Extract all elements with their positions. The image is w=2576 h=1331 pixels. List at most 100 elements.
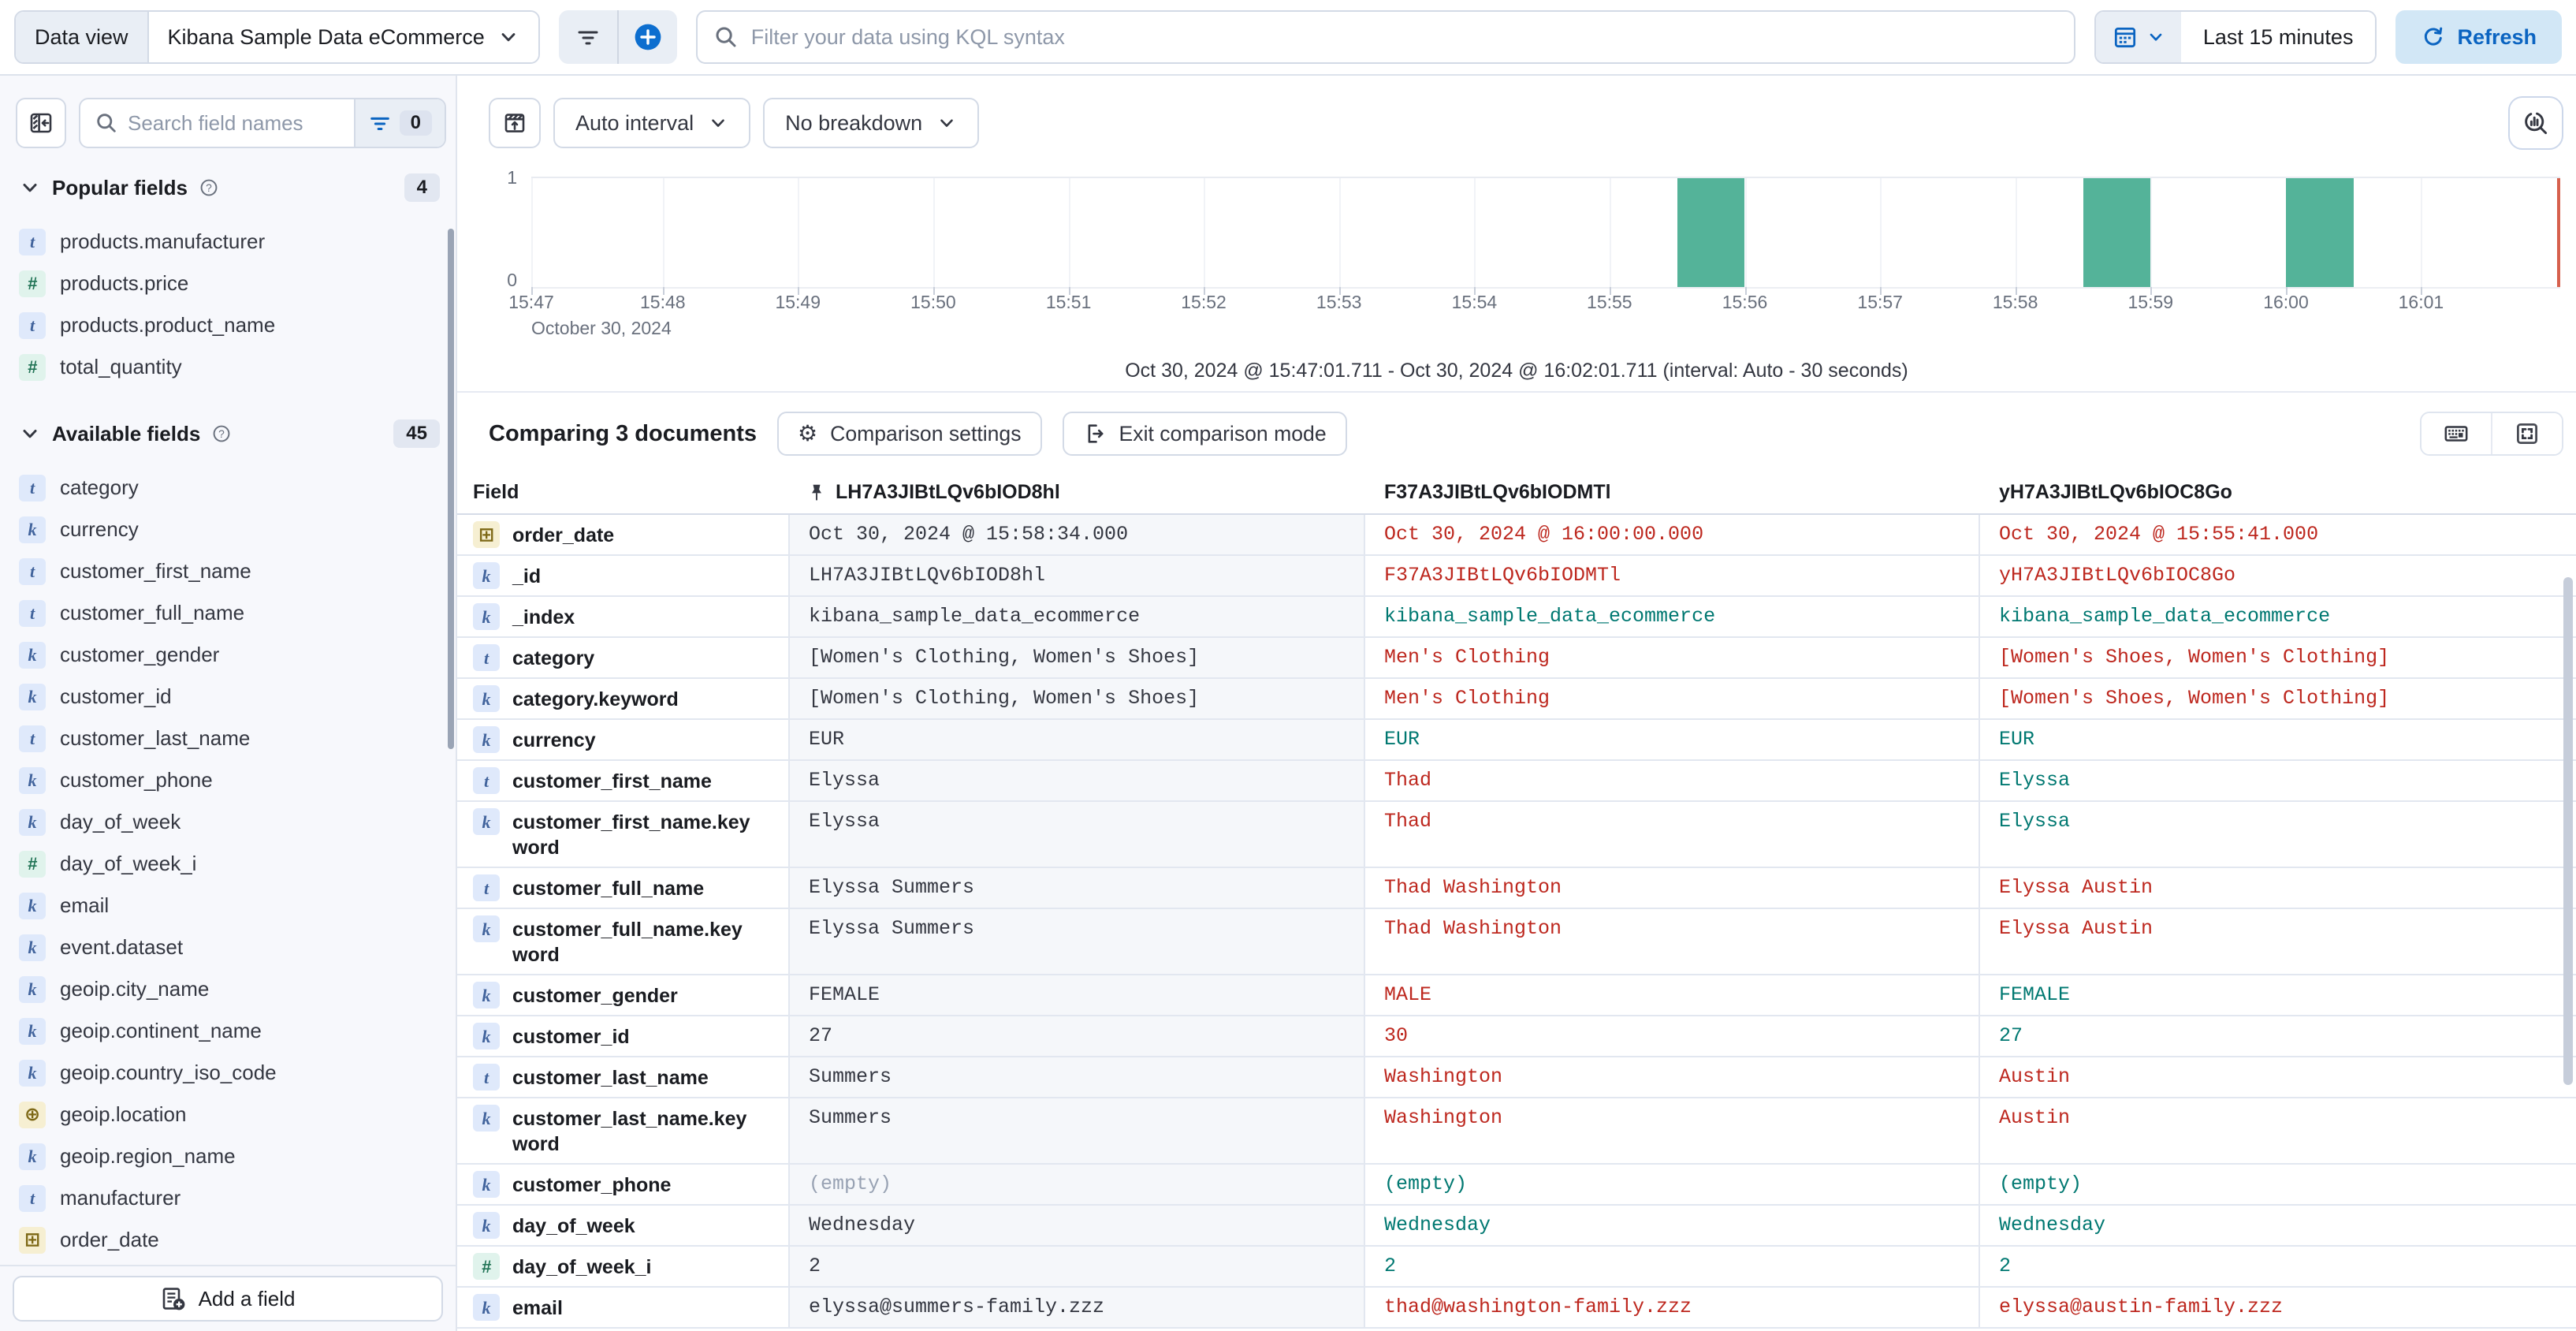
table-scrollbar[interactable] [2563,577,2573,1085]
x-axis-tickmark [2421,287,2423,295]
field-name: customer_full_name [60,601,245,624]
histogram-bar[interactable] [1677,178,1745,287]
sidebar-field-item[interactable]: t category [0,467,456,509]
comparison-settings-button[interactable]: ⚙ Comparison settings [777,412,1042,456]
pinned-doc-column-header[interactable]: LH7A3JIBtLQv6bIOD8hl [788,472,1365,513]
doc-column-header[interactable]: yH7A3JIBtLQv6bIOC8Go [1999,481,2232,503]
chevron-down-icon [19,423,41,445]
comparison-value-match: Wednesday [1365,1206,1980,1245]
svg-text:?: ? [206,181,212,194]
histogram-bar[interactable] [2083,178,2151,287]
table-row: # day_of_week_i 2 2 2 [457,1247,2576,1288]
interval-select[interactable]: Auto interval [553,98,751,148]
hide-chart-button[interactable] [489,98,541,148]
field-name: _id [512,565,542,587]
field-type-t-badge: t [473,644,500,671]
discover-main: Auto interval No breakdown 1 0 15:47 15:4… [457,76,2576,1331]
calendar-menu-button[interactable] [2095,12,2181,62]
field-filter-count-badge: 0 [399,110,432,136]
data-view-picker[interactable]: Data view Kibana Sample Data eCommerce [14,10,540,64]
exit-comparison-button[interactable]: Exit comparison mode [1062,412,1347,456]
hide-chart-icon [502,110,527,136]
sidebar-field-item[interactable]: t customer_full_name [0,592,456,634]
kql-query-bar[interactable] [695,10,2075,64]
field-name: day_of_week_i [512,1256,652,1278]
field-type-num-badge: # [19,850,46,878]
field-name: day_of_week [512,1215,635,1237]
add-field-label: Add a field [198,1286,296,1310]
field-filters[interactable]: 0 [353,99,445,147]
question-icon: ? [199,177,219,198]
edit-visualization-button[interactable] [2508,96,2563,150]
table-row: k customer_full_name.keyword Elyssa Summer… [457,909,2576,975]
comparison-value-diff: yH7A3JIBtLQv6bIOC8Go [1999,564,2236,587]
comparison-value-diff: Thad [1365,761,1980,800]
collapse-sidebar-button[interactable] [16,98,66,148]
comparison-value-diff: Elyssa Austin [1999,876,2153,899]
sidebar-field-item[interactable]: # day_of_week_i [0,843,456,885]
popular-fields-header[interactable]: Popular fields ? 4 [19,173,440,202]
sidebar-field-item[interactable]: k day_of_week [0,801,456,843]
histogram-plot-area[interactable]: 15:47 15:48 15:49 15:50 15:51 15:52 15:53 15:54… [508,177,2560,312]
sidebar-field-item[interactable]: t products.product_name [0,304,456,346]
add-filter-button[interactable] [619,10,677,64]
sidebar-field-item[interactable]: k geoip.city_name [0,968,456,1010]
sidebar-field-item[interactable]: t customer_last_name [0,718,456,759]
comparison-value-match: EUR [1365,720,1980,759]
time-range-value[interactable]: Last 15 minutes [2180,12,2376,62]
sidebar-field-item[interactable]: ⊕ geoip.location [0,1094,456,1135]
sidebar-field-item[interactable]: t products.manufacturer [0,221,456,263]
sidebar-field-item[interactable]: k customer_phone [0,759,456,801]
comparison-table-body: ⊞ order_date Oct 30, 2024 @ 15:58:34.000 Oc… [457,515,2576,1329]
filter-icon[interactable] [559,10,617,64]
sidebar-scrollbar[interactable] [448,229,454,749]
histogram-chart[interactable]: 1 0 15:47 15:48 15:49 15:50 15:51 15:52 15:53 1… [457,148,2576,338]
field-name: currency [60,517,139,541]
field-name: customer_full_name.keyword [512,919,743,966]
comparison-value-match: kibana_sample_data_ecommerce [1999,605,2331,628]
add-field-button[interactable]: Add a field [13,1276,443,1322]
x-axis-date-label: October 30, 2024 [531,318,672,338]
field-name: manufacturer [60,1186,181,1210]
sidebar-field-item[interactable]: t manufacturer [0,1177,456,1219]
sidebar-field-item[interactable]: k customer_gender [0,634,456,676]
field-name: products.manufacturer [60,229,266,253]
chevron-down-icon [497,26,519,48]
x-axis-tickmark [1880,287,1882,295]
keyboard-shortcuts-button[interactable] [2422,413,2491,454]
sidebar-field-item[interactable]: k customer_id [0,676,456,718]
sidebar-field-item[interactable]: k geoip.region_name [0,1135,456,1177]
refresh-button[interactable]: Refresh [2395,10,2562,64]
available-fields-header[interactable]: Available fields ? 45 [19,419,440,448]
sidebar-field-item[interactable]: ⊞ order_date [0,1219,456,1261]
data-view-value-button[interactable]: Kibana Sample Data eCommerce [148,12,538,62]
doc-column-header[interactable]: F37A3JIBtLQv6bIODMTl [1384,481,1611,503]
sidebar-field-item[interactable]: k event.dataset [0,926,456,968]
breakdown-select[interactable]: No breakdown [763,98,980,148]
field-cell: k _id [457,556,788,595]
sidebar-field-item[interactable]: k geoip.continent_name [0,1010,456,1052]
table-row: ⊞ order_date Oct 30, 2024 @ 15:58:34.000 Oc… [457,515,2576,556]
sidebar-field-item[interactable]: k currency [0,509,456,550]
histogram-toolbar: Auto interval No breakdown [457,76,2576,150]
chevron-down-icon [936,113,957,133]
sidebar-field-item[interactable]: k geoip.country_iso_code [0,1052,456,1094]
field-name: customer_first_name.keyword [512,811,750,859]
sidebar-field-item[interactable]: t customer_first_name [0,550,456,592]
base-doc-value: [Women's Clothing, Women's Shoes] [788,679,1365,718]
field-name: customer_id [512,1026,630,1048]
table-row: k customer_last_name.keyword Summers Washin… [457,1098,2576,1165]
field-name: customer_last_name [60,726,251,750]
field-name: event.dataset [60,935,184,959]
kql-query-input[interactable] [750,24,2058,50]
field-type-k-badge: k [19,766,46,794]
x-axis-tickmark [1609,287,1611,295]
sidebar-field-item[interactable]: k email [0,885,456,926]
lens-chart-icon [2522,109,2550,137]
sidebar-field-item[interactable]: # products.price [0,263,456,304]
field-search-input[interactable] [128,110,354,136]
histogram-bar[interactable] [2285,178,2354,287]
sidebar-field-item[interactable]: # total_quantity [0,346,456,388]
field-search[interactable]: 0 [79,98,446,148]
fullscreen-button[interactable] [2492,413,2562,454]
